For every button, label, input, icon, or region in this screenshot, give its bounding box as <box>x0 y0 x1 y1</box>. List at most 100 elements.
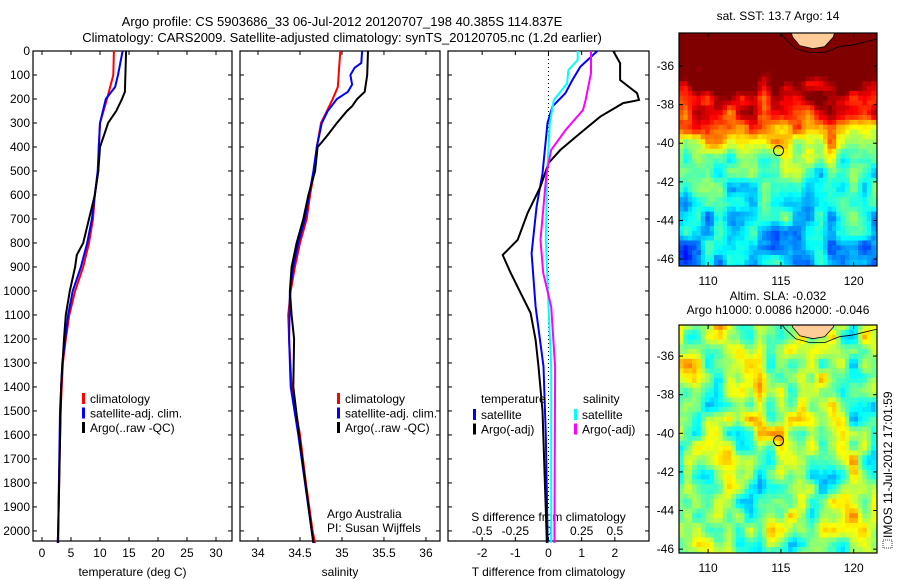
map-cell <box>766 387 772 394</box>
map-cell <box>788 95 794 102</box>
map-cell <box>845 216 850 222</box>
map-cell <box>827 245 833 251</box>
map-cell <box>792 426 798 432</box>
map-cell <box>818 129 824 135</box>
map-cell <box>766 235 772 242</box>
map-cell <box>692 436 698 442</box>
map-cell <box>840 460 846 466</box>
map-cell <box>713 537 719 543</box>
map-cell <box>818 431 824 437</box>
map-cell <box>718 90 724 97</box>
map-cell <box>871 547 877 553</box>
map-cell <box>740 163 746 169</box>
map-cell <box>875 465 877 471</box>
map-cell <box>858 148 864 155</box>
map-cell <box>866 62 872 68</box>
map-cell <box>718 411 724 418</box>
map-cell <box>836 518 842 524</box>
map-cell <box>814 421 820 427</box>
map-cell <box>836 100 842 106</box>
map-cell <box>858 197 864 203</box>
map-cell <box>858 245 864 251</box>
map-cell <box>692 66 698 73</box>
map-cell <box>757 421 763 427</box>
legend-label: Argo(-adj) <box>481 423 534 437</box>
map-cell <box>713 129 719 135</box>
depth-tick-label: 300 <box>10 116 30 130</box>
map-cell <box>875 392 877 398</box>
map-cell <box>692 187 698 193</box>
map-cell <box>853 259 859 266</box>
map-cell <box>805 416 811 423</box>
map-cell <box>805 527 811 534</box>
map-cell <box>705 465 711 471</box>
map-cell <box>823 455 829 461</box>
map-cell <box>862 387 868 394</box>
map-cell <box>700 71 706 77</box>
map-cell <box>713 402 719 408</box>
axes-frame <box>32 50 233 542</box>
map-cell <box>818 527 824 534</box>
map-cell <box>783 455 789 461</box>
map-cell <box>735 445 741 452</box>
map-cell <box>871 397 877 403</box>
map-cell <box>722 115 728 121</box>
map-cell <box>862 245 868 251</box>
map-cell <box>836 119 842 126</box>
map-cell <box>709 230 715 237</box>
map-cell <box>810 182 815 188</box>
map-cell <box>757 474 763 480</box>
map-cell <box>801 402 807 408</box>
map-cell <box>735 129 741 135</box>
map-cell <box>718 71 724 77</box>
map-cell <box>692 334 698 341</box>
map-cell <box>779 474 785 480</box>
map-cell <box>775 47 781 53</box>
map-cell <box>866 450 872 456</box>
map-cell <box>696 42 702 49</box>
map-cell <box>853 450 859 456</box>
map-cell <box>683 90 689 97</box>
map-cell <box>836 192 842 198</box>
map-cell <box>766 436 772 442</box>
map-cell <box>683 81 689 87</box>
map-cell <box>757 465 763 471</box>
map-cell <box>731 426 737 432</box>
map-cell <box>683 493 689 500</box>
map-cell <box>796 378 802 384</box>
map-cell <box>853 445 859 452</box>
map-cell <box>718 426 724 432</box>
map-cell <box>713 201 719 208</box>
map-cell <box>858 460 864 466</box>
map-cell <box>783 163 789 169</box>
map-cell <box>770 42 776 49</box>
map-cell <box>831 387 837 394</box>
map-cell <box>818 95 824 102</box>
map-cell <box>788 240 794 246</box>
map-cell <box>862 460 868 466</box>
map-cell <box>735 90 741 97</box>
map-cell <box>718 62 724 68</box>
map-cell <box>783 100 789 106</box>
map-cell <box>679 547 684 553</box>
map-cell <box>849 503 855 509</box>
map-cell <box>853 339 859 345</box>
map-cell <box>845 392 850 398</box>
map-cell <box>814 158 820 164</box>
map-cell <box>709 407 715 413</box>
map-cell <box>683 47 689 53</box>
map-cell <box>766 153 772 160</box>
map-cell <box>783 465 789 471</box>
map-cell <box>757 387 763 394</box>
map-cell <box>827 139 833 145</box>
map-cell <box>862 469 868 476</box>
map-cell <box>783 498 789 505</box>
map-cell <box>683 547 689 553</box>
map-cell <box>796 547 802 553</box>
map-cell <box>722 173 728 179</box>
map-cell <box>687 329 693 336</box>
map-cell <box>762 387 767 394</box>
map-cell <box>692 259 698 266</box>
map-cell <box>700 527 706 534</box>
map-cell <box>862 168 868 174</box>
